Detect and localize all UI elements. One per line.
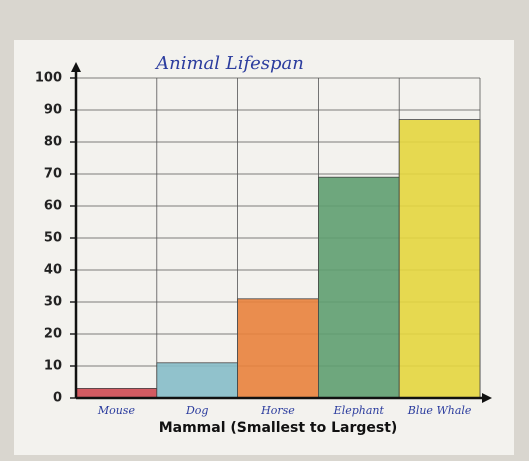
x-tick-label: Dog [185,404,208,417]
x-tick-label: Mouse [97,404,136,417]
x-tick-label: Elephant [333,404,385,417]
y-tick-label: 100 [35,71,62,86]
y-tick-label: 40 [44,263,62,278]
bar [157,363,238,398]
x-tick-label: Horse [260,404,295,417]
x-tick-label: Blue Whale [407,404,472,417]
x-axis-label: Mammal (Smallest to Largest) [159,420,398,436]
y-tick-label: 90 [44,103,62,118]
chart-title: Animal Lifespan [154,53,304,74]
chart: Animal Lifespan Mammal (Smallest to Larg… [0,0,529,461]
y-tick-label: 0 [53,391,62,406]
bar [238,299,319,398]
bar [318,177,399,398]
bar [76,388,157,398]
bar [399,120,480,398]
y-tick-label: 10 [44,359,62,374]
y-tick-label: 70 [44,167,62,182]
y-tick-label: 30 [44,295,62,310]
y-tick-label: 50 [44,231,62,246]
y-tick-label: 80 [44,135,62,150]
y-tick-label: 20 [44,327,62,342]
y-tick-label: 60 [44,199,62,214]
